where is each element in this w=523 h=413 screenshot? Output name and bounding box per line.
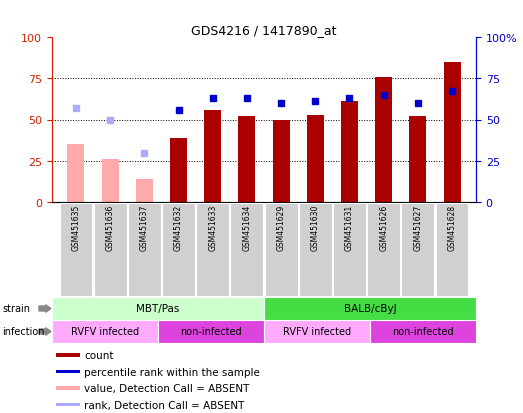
Bar xyxy=(264,297,476,320)
Text: non-infected: non-infected xyxy=(392,327,454,337)
Text: non-infected: non-infected xyxy=(180,327,242,337)
Text: RVFV infected: RVFV infected xyxy=(71,327,139,337)
FancyBboxPatch shape xyxy=(231,204,263,297)
FancyBboxPatch shape xyxy=(367,204,400,297)
FancyBboxPatch shape xyxy=(333,204,366,297)
Bar xyxy=(307,115,324,202)
FancyBboxPatch shape xyxy=(196,204,229,297)
Bar xyxy=(444,63,461,202)
Bar xyxy=(52,320,158,343)
Text: GSM451636: GSM451636 xyxy=(106,204,115,251)
Bar xyxy=(238,117,255,202)
Bar xyxy=(272,120,290,202)
Text: GSM451629: GSM451629 xyxy=(277,204,286,251)
Bar xyxy=(56,403,81,406)
Bar xyxy=(410,117,426,202)
Bar xyxy=(375,77,392,202)
Text: GSM451634: GSM451634 xyxy=(242,204,252,251)
FancyBboxPatch shape xyxy=(265,204,298,297)
Text: rank, Detection Call = ABSENT: rank, Detection Call = ABSENT xyxy=(84,400,245,410)
FancyBboxPatch shape xyxy=(128,204,161,297)
Bar xyxy=(101,160,119,202)
FancyBboxPatch shape xyxy=(60,204,93,297)
Text: GSM451631: GSM451631 xyxy=(345,204,354,251)
Text: strain: strain xyxy=(3,304,31,314)
FancyBboxPatch shape xyxy=(94,204,127,297)
Bar xyxy=(56,370,81,373)
Text: MBT/Pas: MBT/Pas xyxy=(137,304,180,314)
Text: percentile rank within the sample: percentile rank within the sample xyxy=(84,367,260,377)
Bar xyxy=(370,320,476,343)
Text: GSM451626: GSM451626 xyxy=(379,204,388,251)
Bar xyxy=(341,102,358,202)
Text: BALB/cByJ: BALB/cByJ xyxy=(344,304,396,314)
Bar xyxy=(170,138,187,202)
Bar xyxy=(67,145,85,202)
Text: GSM451633: GSM451633 xyxy=(208,204,217,251)
Text: infection: infection xyxy=(3,327,45,337)
Text: GSM451628: GSM451628 xyxy=(448,204,457,250)
FancyBboxPatch shape xyxy=(402,204,434,297)
Bar xyxy=(56,354,81,357)
Bar xyxy=(52,297,264,320)
Bar xyxy=(158,320,264,343)
Text: RVFV infected: RVFV infected xyxy=(283,327,351,337)
Text: GSM451637: GSM451637 xyxy=(140,204,149,251)
FancyBboxPatch shape xyxy=(299,204,332,297)
Text: GSM451627: GSM451627 xyxy=(413,204,423,251)
Text: GSM451632: GSM451632 xyxy=(174,204,183,251)
Bar xyxy=(56,386,81,390)
Bar xyxy=(264,320,370,343)
Text: GSM451635: GSM451635 xyxy=(72,204,81,251)
FancyBboxPatch shape xyxy=(162,204,195,297)
Bar xyxy=(136,180,153,202)
Text: value, Detection Call = ABSENT: value, Detection Call = ABSENT xyxy=(84,383,250,393)
Bar xyxy=(204,110,221,202)
Text: count: count xyxy=(84,350,114,361)
Text: GSM451630: GSM451630 xyxy=(311,204,320,251)
Title: GDS4216 / 1417890_at: GDS4216 / 1417890_at xyxy=(191,24,337,37)
FancyBboxPatch shape xyxy=(436,204,469,297)
